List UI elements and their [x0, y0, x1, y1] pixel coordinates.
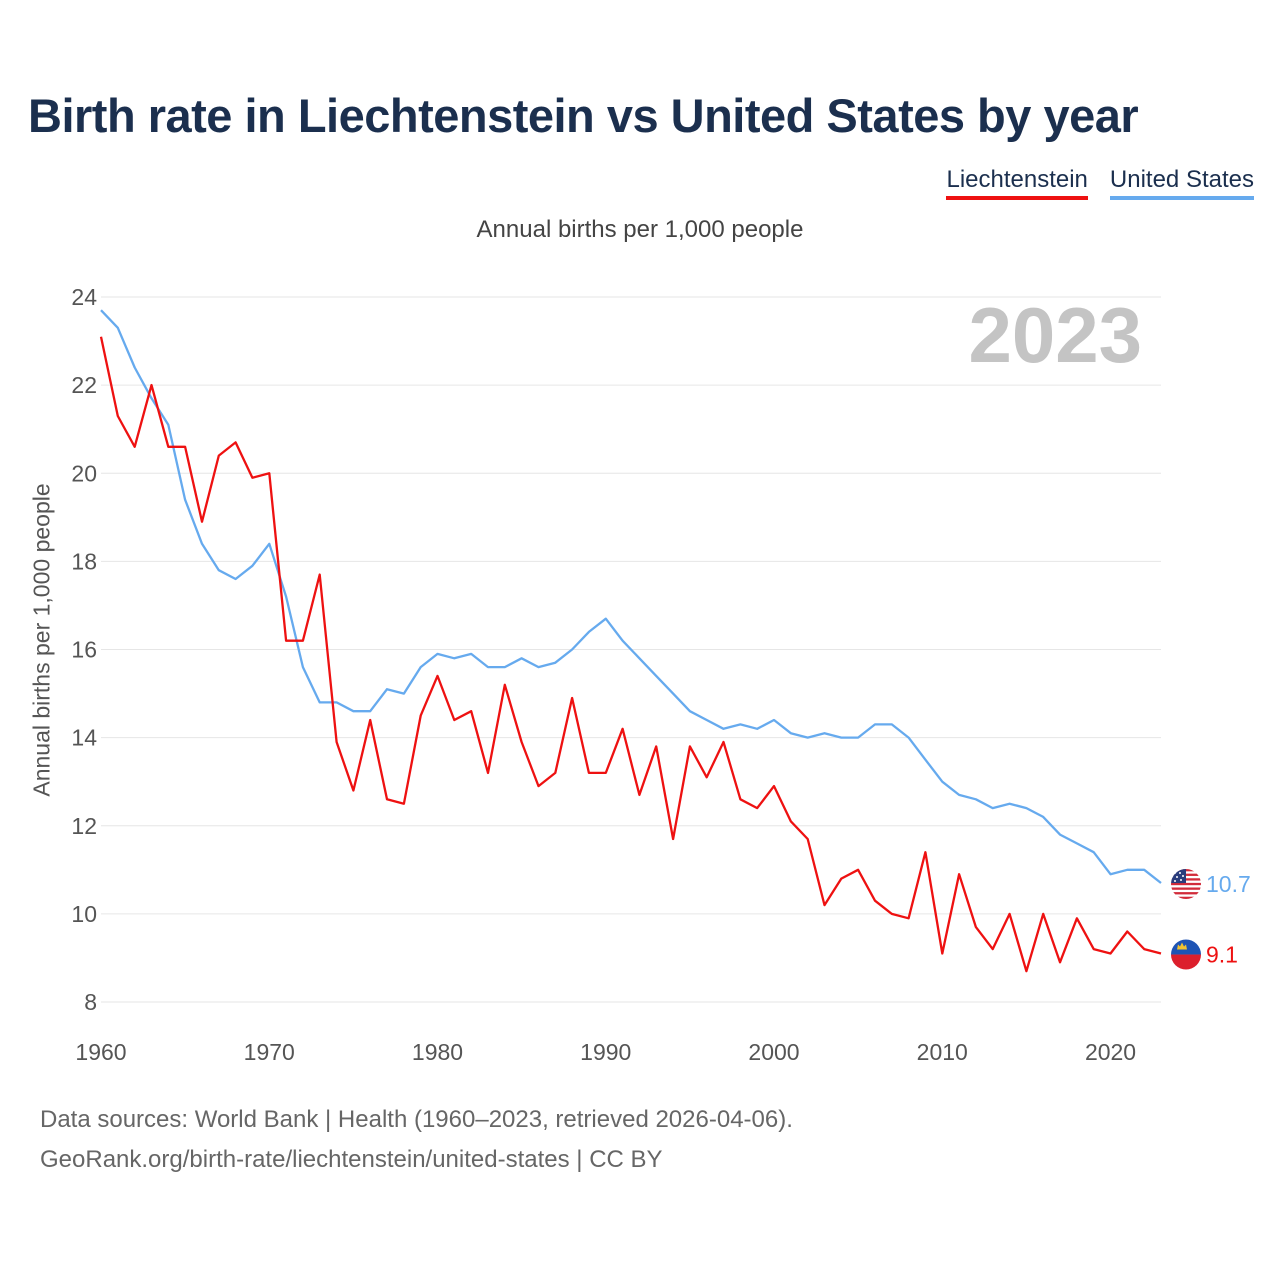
y-tick-label: 10 — [71, 901, 97, 927]
legend-item-liechtenstein[interactable]: Liechtenstein — [946, 166, 1088, 200]
flag-icon-liechtenstein — [1171, 939, 1201, 970]
x-tick-label: 2020 — [1085, 1039, 1136, 1065]
flag-icon-united-states — [1171, 869, 1201, 900]
y-tick-label: 16 — [71, 637, 97, 663]
x-tick-label: 2010 — [917, 1039, 968, 1065]
legend: Liechtenstein United States — [946, 166, 1254, 200]
y-tick-label: 22 — [71, 372, 97, 398]
series-line-united-states — [100, 309, 1162, 884]
x-tick-label: 1980 — [412, 1039, 463, 1065]
series-line-liechtenstein — [99, 336, 1162, 973]
x-tick-label: 1990 — [580, 1039, 631, 1065]
end-value-label-united-states: 10.7 — [1206, 871, 1251, 897]
source-line-2[interactable]: GeoRank.org/birth-rate/liechtenstein/uni… — [40, 1146, 663, 1173]
gridlines — [101, 296, 1161, 1003]
year-watermark: 2023 — [968, 291, 1142, 379]
y-tick-label: 12 — [71, 813, 97, 839]
x-tick-label: 2000 — [748, 1039, 799, 1065]
source-line-1: Data sources: World Bank | Health (1960–… — [40, 1106, 793, 1133]
y-tick-label: 20 — [71, 460, 97, 486]
end-markers: 10.7 9.1 — [1171, 869, 1251, 970]
y-tick-label: 18 — [71, 548, 97, 574]
end-value-label-liechtenstein: 9.1 — [1206, 942, 1238, 968]
series-lines — [99, 309, 1162, 973]
y-tick-label: 14 — [71, 725, 97, 751]
chart-title: Birth rate in Liechtenstein vs United St… — [28, 89, 1139, 142]
x-tick-label: 1970 — [244, 1039, 295, 1065]
y-tick-label: 8 — [84, 989, 97, 1015]
x-tick-label: 1960 — [75, 1039, 126, 1065]
legend-item-united-states[interactable]: United States — [1109, 166, 1254, 200]
y-ticks: 8 10 12 14 16 18 20 22 24 — [71, 284, 97, 1015]
y-tick-label: 24 — [71, 284, 97, 310]
x-ticks: 1960 1970 1980 1990 2000 2010 2020 — [75, 1039, 1136, 1065]
chart-subtitle: Annual births per 1,000 people — [476, 216, 804, 243]
